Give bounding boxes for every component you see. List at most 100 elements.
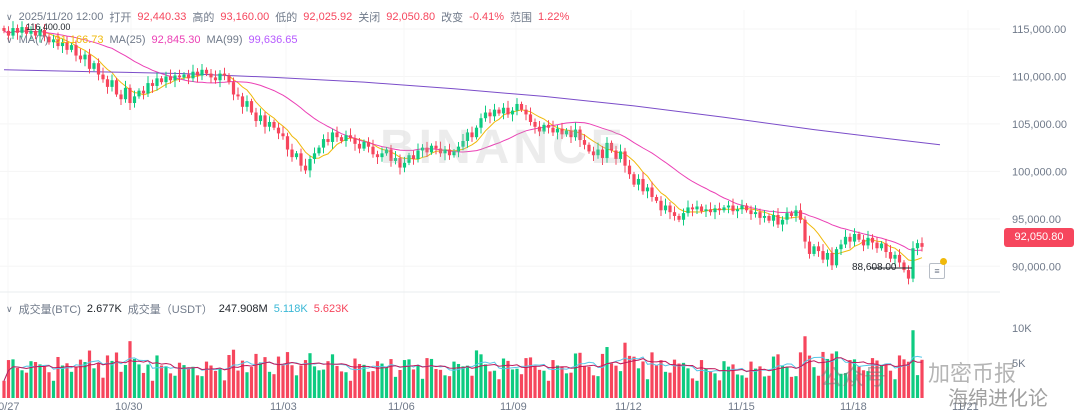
price-tick-label: 95,000.00 <box>1012 214 1061 226</box>
open-value: 92,440.33 <box>137 11 187 23</box>
candle-body <box>110 80 114 87</box>
volume-bar <box>213 370 218 398</box>
watermark-source: 加密币报 <box>928 362 1017 387</box>
candle-body <box>506 107 510 115</box>
volume-bar <box>105 355 110 398</box>
volume-tick-label: 5K <box>1012 358 1026 370</box>
volume-bar <box>272 374 276 398</box>
candle-body <box>326 139 330 142</box>
candle-body <box>402 162 407 168</box>
volume-bar <box>218 368 222 398</box>
volume-bar <box>240 360 245 398</box>
low-label: 低的 <box>275 12 298 24</box>
candle-body <box>362 141 366 149</box>
volume-bar <box>74 366 78 398</box>
candle-body <box>101 74 105 80</box>
volume-bar <box>281 365 285 398</box>
candle-body <box>560 128 564 135</box>
candle-body <box>321 139 326 148</box>
volume-bar <box>713 373 717 398</box>
candle-body <box>263 115 267 127</box>
candle-body <box>803 219 807 242</box>
volume-bar <box>452 361 456 398</box>
candle-body <box>704 209 708 212</box>
high-marker-value: 116,400.00 <box>26 22 71 32</box>
volume-bar <box>614 365 618 398</box>
candle-body <box>465 132 470 141</box>
volume-bar <box>380 363 384 398</box>
ma99-value: 99,636.65 <box>248 34 298 46</box>
volume-bar <box>542 370 546 398</box>
candle-body <box>461 140 465 147</box>
candle-body <box>879 243 884 249</box>
candle-body <box>141 90 146 94</box>
volume-info-row: ∨ 成交量(BTC) 2.677K 成交量（USDT） 247.908M 5.1… <box>6 301 349 317</box>
volume-bar <box>812 367 816 398</box>
volume-bar <box>479 354 483 398</box>
volume-bar <box>321 369 326 398</box>
volume-bar <box>276 356 281 398</box>
candle-body <box>74 45 78 56</box>
candle-body <box>663 205 668 211</box>
vol-usdt-value: 247.908M <box>218 303 268 315</box>
candle-body <box>758 212 762 218</box>
volume-bar <box>6 360 11 398</box>
candle-body <box>591 151 596 156</box>
chevron-down-icon[interactable]: ∨ <box>6 303 13 314</box>
time-axis: 10/27 10/30 11/03 11/06 11/09 11/12 11/15 11/18… <box>0 401 979 413</box>
volume-bar <box>173 375 177 398</box>
candle-body <box>488 112 492 117</box>
candle-body <box>42 29 47 37</box>
volume-bar <box>407 359 411 398</box>
notes-icon[interactable]: ≡ <box>929 263 945 279</box>
candle-body <box>195 71 200 76</box>
time-tick-label: 11/12 <box>615 401 642 413</box>
ma99-label: MA(99) <box>206 34 243 46</box>
candle-body <box>681 213 686 220</box>
volume-bar <box>434 369 438 398</box>
price-tick-label: 105,000.00 <box>1012 119 1067 131</box>
volume-bar <box>902 359 906 398</box>
volume-bar <box>663 371 668 398</box>
volume-bar <box>425 358 429 398</box>
volume-bar <box>618 371 623 398</box>
volume-bar <box>267 371 272 398</box>
candle-body <box>420 147 425 151</box>
chevron-down-icon[interactable]: ∨ <box>6 11 13 22</box>
candle-body <box>137 90 141 97</box>
candle-body <box>623 151 627 166</box>
candle-body <box>605 142 609 159</box>
watermark-wechat: 公众号 <box>820 366 887 391</box>
candle-body <box>33 30 38 36</box>
time-tick-label: 11/03 <box>270 401 297 413</box>
volume-bar <box>38 364 42 398</box>
volume-bar <box>690 378 695 398</box>
volume-bar <box>344 372 348 398</box>
candle-body <box>524 109 528 115</box>
volume-bar <box>249 366 254 398</box>
volume-bar <box>312 366 317 398</box>
volume-bar <box>420 378 425 398</box>
candle-body <box>645 187 650 192</box>
volume-bar <box>285 352 290 398</box>
volume-bar <box>186 367 191 398</box>
volume-bar <box>587 366 591 398</box>
candle-body <box>438 148 443 154</box>
volume-bar <box>339 371 344 398</box>
volume-bar <box>704 368 708 398</box>
candle-body <box>204 69 209 74</box>
volume-bar <box>551 360 555 398</box>
candle-body <box>92 63 96 69</box>
volume-bar <box>834 351 839 398</box>
candle-body <box>483 112 488 119</box>
candle-body <box>717 208 722 211</box>
candle-body <box>474 127 479 138</box>
volume-ma-line-b <box>3 357 923 381</box>
candle-body <box>668 205 672 213</box>
volume-bar <box>263 357 267 398</box>
volume-bar <box>24 372 29 398</box>
candle-body <box>690 207 695 210</box>
chevron-down-icon[interactable]: ∨ <box>6 34 13 45</box>
volume-bar <box>803 336 807 398</box>
